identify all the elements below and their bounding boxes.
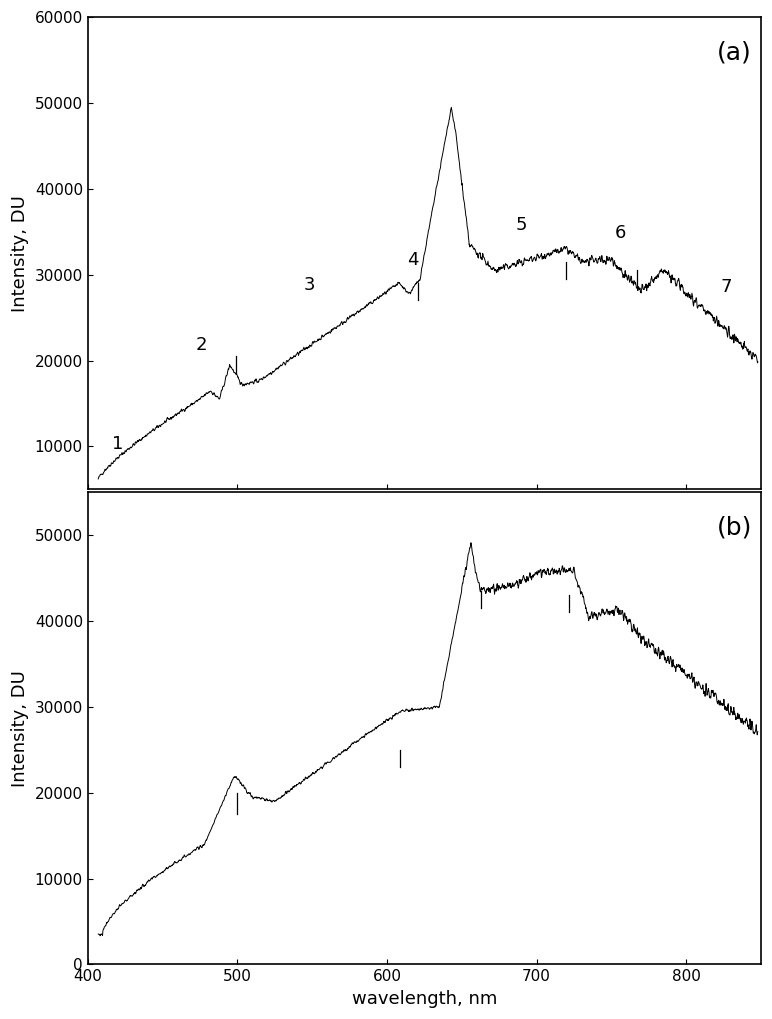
Y-axis label: Intensity, DU: Intensity, DU [11,195,29,312]
Text: 1: 1 [112,435,124,453]
Text: (b): (b) [717,516,753,540]
Text: 3: 3 [303,275,315,293]
Text: 2: 2 [196,335,207,354]
Text: 6: 6 [615,224,626,243]
Text: (a): (a) [717,41,752,65]
Text: 4: 4 [407,251,418,269]
Text: 5: 5 [516,215,527,233]
X-axis label: wavelength, nm: wavelength, nm [351,989,497,1008]
Text: 7: 7 [721,278,732,297]
Y-axis label: Intensity, DU: Intensity, DU [11,669,29,787]
